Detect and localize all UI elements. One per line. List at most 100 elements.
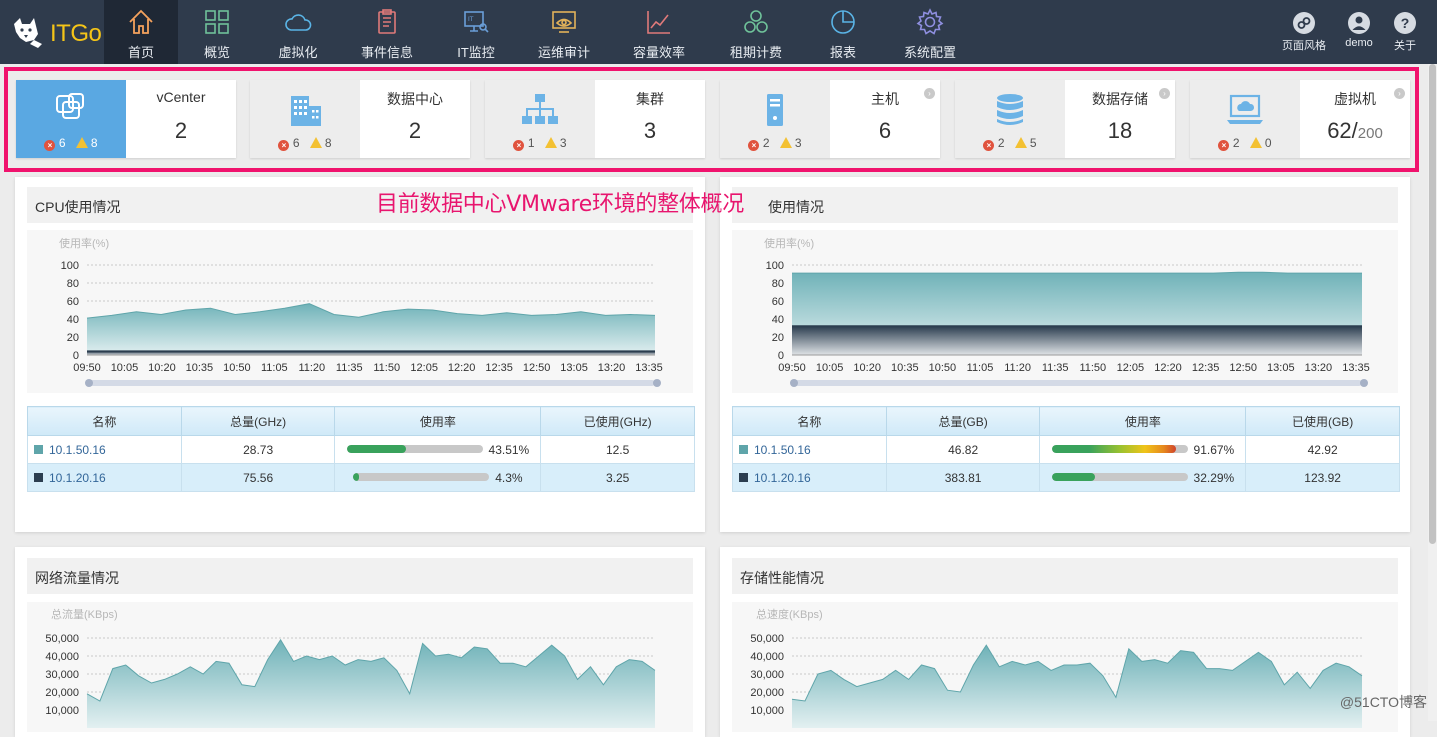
total-cell: 383.81 (885, 463, 1041, 492)
nav-item-overview[interactable]: 概览 (178, 0, 256, 64)
error-icon: × (748, 140, 760, 151)
y-tick-label: 100 (61, 260, 79, 272)
card-value: 62/200 (1327, 118, 1383, 143)
warning-icon (75, 137, 88, 148)
table-row[interactable]: 10.1.20.16 75.56 4.3% 3.25 (27, 463, 695, 492)
dog-logo-icon (14, 18, 42, 48)
col-header-used[interactable]: 已使用(GHz) (540, 406, 695, 436)
network-traffic-panel: 网络流量情况 总流量(KBps) 10,000 20,000 30,000 40,000… (15, 547, 705, 737)
scrollbar-thumb[interactable] (1429, 64, 1436, 544)
col-header-total[interactable]: 总量(GB) (885, 406, 1041, 436)
y-tick-label: 60 (67, 296, 79, 308)
error-count: 6 (58, 136, 66, 150)
panel-title: CPU使用情况 (27, 187, 693, 223)
itgo-logo[interactable]: ITGo (8, 14, 102, 50)
x-tick-label: 11:20 (1004, 362, 1031, 374)
col-header-name[interactable]: 名称 (27, 406, 182, 436)
nav-item-settings[interactable]: 系统配置 (890, 0, 970, 64)
host-name[interactable]: 10.1.20.16 (49, 470, 106, 485)
warning-count: 5 (1029, 136, 1037, 150)
col-header-usage[interactable]: 使用率 (1039, 406, 1247, 436)
usage-progress-bar (1051, 472, 1188, 481)
nav-item-billing[interactable]: 租期计费 (712, 0, 800, 64)
col-header-used[interactable]: 已使用(GB) (1245, 406, 1400, 436)
error-count: 2 (1232, 136, 1240, 150)
card-vcenter[interactable]: × 6 8 vCenter 2 (16, 80, 236, 158)
nav-item-virtualization[interactable]: 虚拟化 (256, 0, 340, 64)
nav-item-it-monitor[interactable]: IT IT监控 (436, 0, 516, 64)
nav-item-audit[interactable]: 运维审计 (522, 0, 606, 64)
x-tick-label: 13:05 (560, 362, 588, 374)
series-swatch (739, 472, 748, 482)
user-menu-button[interactable]: demo (1336, 12, 1382, 49)
col-header-total[interactable]: 总量(GHz) (180, 406, 336, 436)
y-tick-label: 20 (772, 332, 784, 344)
y-tick-label: 30,000 (750, 669, 784, 681)
warning-count: 8 (90, 136, 98, 150)
col-header-usage[interactable]: 使用率 (334, 406, 542, 436)
series-area (87, 639, 655, 728)
warning-count: 0 (1264, 136, 1272, 150)
link-icon (1293, 12, 1315, 34)
error-icon: × (983, 140, 995, 151)
y-tick-label: 10,000 (750, 705, 784, 717)
host-name[interactable]: 10.1.50.16 (49, 442, 106, 457)
x-tick-label: 10:35 (891, 362, 919, 374)
x-tick-label: 10:35 (186, 362, 214, 374)
range-slider-handle-left (790, 379, 798, 387)
card-title: 数据中心 (387, 91, 443, 107)
card-datacenter[interactable]: × 6 8 数据中心 2 (250, 80, 470, 158)
y-tick-label: 0 (778, 350, 784, 362)
chevron-right-icon[interactable]: › (924, 88, 935, 99)
x-tick-label: 13:35 (635, 362, 663, 374)
chevron-right-icon[interactable]: › (1394, 88, 1405, 99)
circles-icon (744, 10, 768, 33)
vcenter-icon (56, 93, 84, 119)
username-label: demo (1345, 37, 1373, 49)
col-header-name[interactable]: 名称 (732, 406, 887, 436)
y-tick-label: 10,000 (45, 705, 79, 717)
card-datastore[interactable]: × 2 5 数据存储 18 › (955, 80, 1175, 158)
range-slider-track (87, 380, 655, 386)
storage-area-chart: 总速度(KBps) 10,000 20,000 30,000 40,000 50,000 (750, 607, 1363, 728)
card-vm[interactable]: × 2 0 虚拟机 62/200 › (1190, 80, 1410, 158)
table-row[interactable]: 10.1.20.16 383.81 32.29% 123.92 (732, 463, 1400, 492)
host-name[interactable]: 10.1.50.16 (754, 442, 811, 457)
x-tick-label: 13:20 (598, 362, 626, 374)
x-tick-label: 12:35 (1192, 362, 1220, 374)
x-tick-label: 11:05 (967, 362, 994, 374)
page-style-button[interactable]: 页面风格 (1279, 12, 1329, 53)
y-tick-label: 40,000 (45, 651, 79, 663)
cpu-usage-panel: CPU使用情况 使用率(%) 0 20 40 60 80 100 09:50 10:05 10:2… (15, 177, 705, 532)
x-tick-label: 10:05 (111, 362, 139, 374)
series-area (792, 326, 1362, 355)
home-icon (129, 9, 153, 34)
error-icon: × (278, 140, 290, 151)
table-row[interactable]: 10.1.50.16 46.82 91.67% 42.92 (732, 435, 1400, 464)
card-host[interactable]: × 2 3 主机 6 › (720, 80, 940, 158)
about-button[interactable]: ? 关于 (1384, 12, 1426, 53)
table-row[interactable]: 10.1.50.16 28.73 43.51% 12.5 (27, 435, 695, 464)
x-tick-label: 10:50 (929, 362, 957, 374)
chevron-right-icon[interactable]: › (1159, 88, 1170, 99)
card-cluster[interactable]: × 1 3 集群 3 (485, 80, 705, 158)
monitor-icon: IT (464, 11, 489, 33)
range-slider-handle-left (85, 379, 93, 387)
series-line (86, 638, 656, 702)
card-value: 3 (643, 118, 657, 143)
warning-icon (779, 137, 792, 148)
series-line (792, 271, 1362, 274)
card-title: 虚拟机 (1334, 91, 1376, 107)
error-icon: × (513, 140, 525, 151)
nav-item-capacity[interactable]: 容量效率 (616, 0, 702, 64)
nav-item-reports[interactable]: 报表 (810, 0, 876, 64)
warning-count: 3 (794, 136, 802, 150)
nav-item-home[interactable]: 首页 (104, 0, 178, 64)
host-name[interactable]: 10.1.20.16 (754, 470, 811, 485)
nav-item-events[interactable]: 事件信息 (348, 0, 426, 64)
x-tick-label: 10:50 (223, 362, 251, 374)
y-tick-label: 20,000 (45, 687, 79, 699)
page-scrollbar[interactable] (1428, 64, 1437, 721)
x-tick-label: 09:50 (73, 362, 101, 374)
x-tick-label: 11:20 (298, 362, 325, 374)
